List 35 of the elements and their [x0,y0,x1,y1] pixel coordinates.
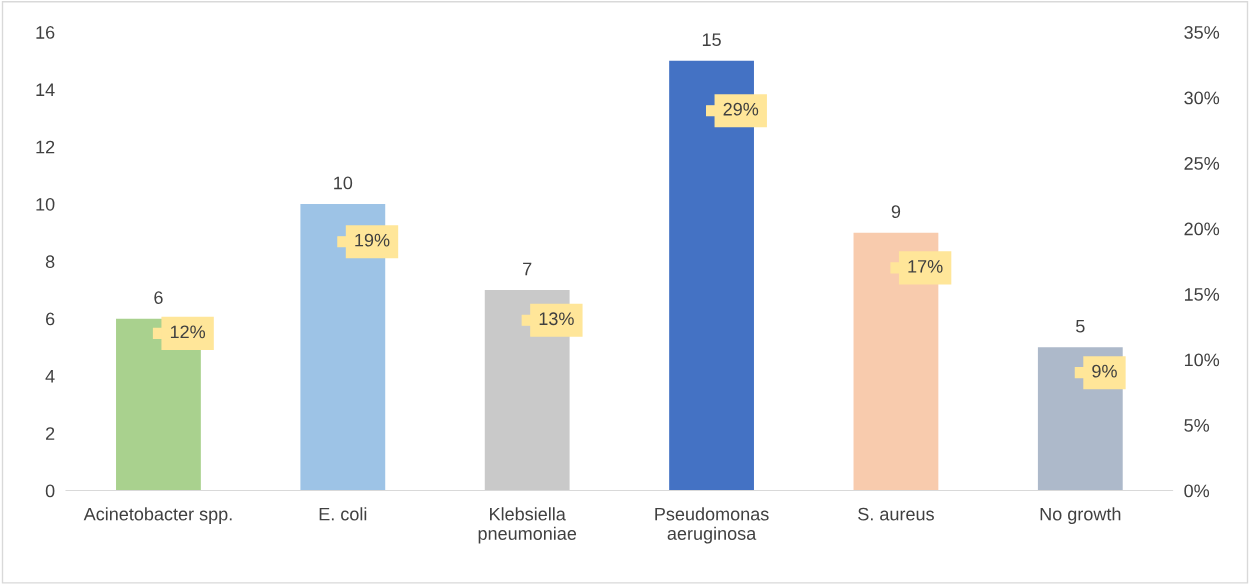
data-label: 29% [723,102,759,116]
data-label: 6 [154,291,163,304]
y-tick-label: 16 [36,26,55,39]
y2-tick-label: 20% [1184,222,1220,236]
y2-tick-label: 30% [1184,91,1220,105]
x-tick-label: Acinetobacter spp. [83,507,232,525]
data-label: 10 [334,176,353,190]
data-label: 9% [1092,364,1117,378]
y2-tick-label: 0% [1184,484,1210,498]
y2-tick-label: 5% [1184,419,1210,432]
y-tick-label: 12 [36,140,55,154]
data-label: 15 [702,33,721,47]
y-tick-label: 0 [45,484,55,498]
data-label: 12% [170,325,206,339]
y2-tick-label: 35% [1184,26,1220,39]
y-tick-label: 14 [36,83,55,96]
data-label: 5 [1076,320,1085,333]
data-label: 7 [523,262,532,276]
data-label: 9 [891,205,901,219]
x-tick-label: E. coli [319,507,367,521]
data-label: 13% [539,312,574,326]
y-tick-label: 10 [36,197,55,211]
data-label: 17% [908,260,943,273]
y-tick-label: 4 [45,370,55,383]
y2-tick-label: 10% [1184,353,1220,367]
x-tick-label: S. aureus [858,507,934,521]
x-tick-label: Pseudomonas aeruginosa [655,507,769,544]
data-label: 19% [355,233,390,247]
y2-tick-label: 25% [1184,157,1220,170]
x-tick-label: No growth [1040,507,1121,525]
y-tick-label: 8 [45,255,55,269]
y2-tick-label: 15% [1184,288,1220,301]
y-tick-label: 2 [46,427,55,440]
x-tick-label: Klebsiella pneumoniae [478,507,577,544]
y-tick-label: 6 [46,312,55,326]
